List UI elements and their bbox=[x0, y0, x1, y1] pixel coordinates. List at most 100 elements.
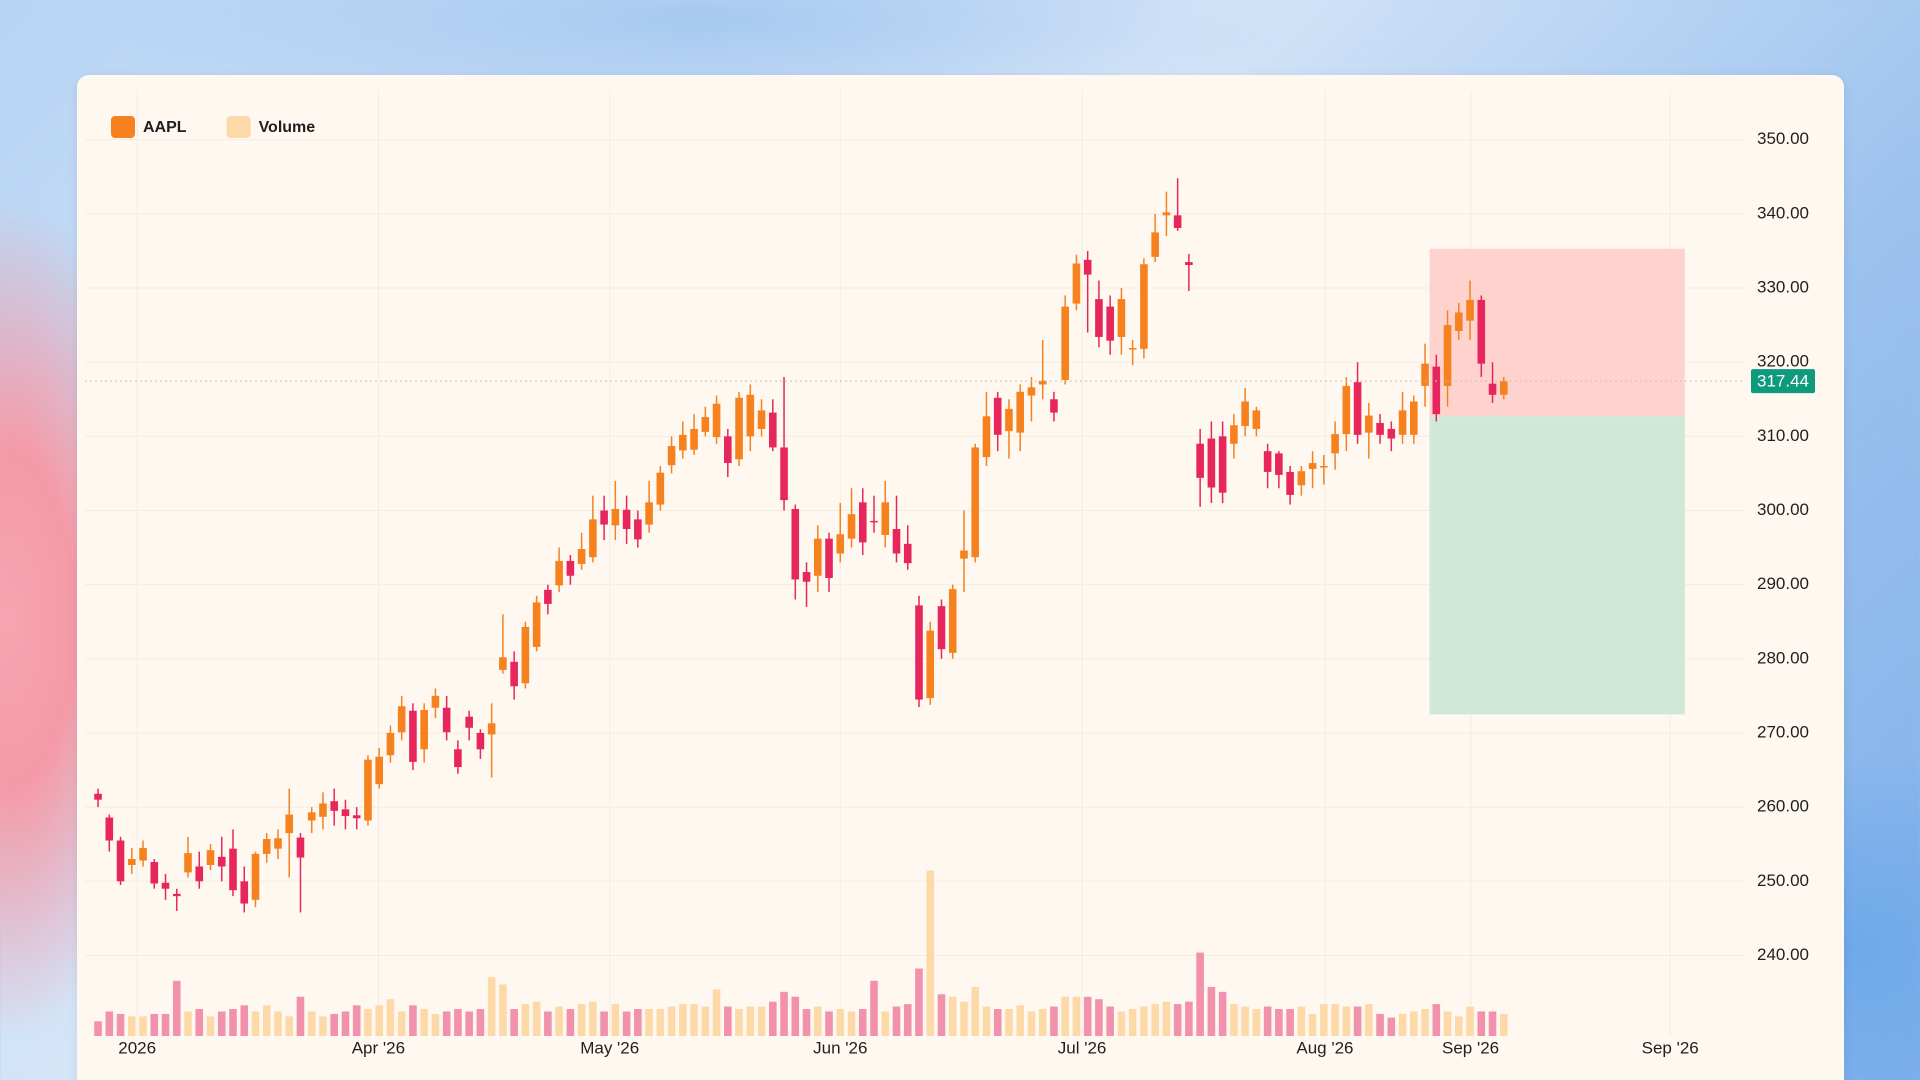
volume-bar bbox=[1083, 996, 1092, 1036]
candle-body bbox=[577, 549, 586, 564]
candle-body bbox=[1410, 401, 1418, 435]
candle-body bbox=[701, 417, 710, 432]
candle-body bbox=[825, 538, 833, 578]
y-tick-label: 350.00 bbox=[1757, 129, 1809, 148]
candle-body bbox=[1128, 348, 1137, 350]
y-tick-label: 300.00 bbox=[1757, 500, 1809, 519]
volume-bar bbox=[1308, 1013, 1317, 1036]
volume-bar bbox=[768, 1001, 777, 1036]
volume-bar bbox=[1140, 1006, 1148, 1036]
volume-bar bbox=[960, 1001, 968, 1036]
volume-bar bbox=[1353, 1006, 1362, 1036]
candle-body bbox=[1117, 299, 1126, 337]
candle-body bbox=[172, 893, 181, 897]
volume-bar bbox=[1185, 1001, 1193, 1036]
candle-body bbox=[1286, 471, 1294, 495]
volume-bar bbox=[1106, 1006, 1114, 1036]
candle-body bbox=[1252, 410, 1261, 429]
candle-body bbox=[982, 416, 991, 458]
candle-body bbox=[420, 709, 428, 750]
candle-body bbox=[116, 840, 125, 882]
candle-body bbox=[1263, 451, 1272, 472]
volume-bar bbox=[442, 1011, 451, 1036]
candle-body bbox=[285, 814, 294, 834]
candle-body bbox=[341, 809, 350, 817]
candle-body bbox=[296, 837, 305, 858]
volume-bar bbox=[217, 1011, 226, 1036]
volume-bar bbox=[656, 1009, 665, 1036]
candle-body bbox=[746, 394, 755, 437]
y-tick-label: 320.00 bbox=[1757, 352, 1809, 371]
volume-bar bbox=[1117, 1011, 1126, 1036]
target-zone bbox=[1429, 416, 1685, 715]
volume-bar bbox=[251, 1011, 260, 1036]
candle-body bbox=[431, 695, 440, 708]
volume-bar bbox=[735, 1009, 743, 1036]
candle-body bbox=[622, 509, 631, 530]
volume-bar bbox=[1421, 1009, 1429, 1036]
volume-bar bbox=[971, 986, 980, 1036]
candle-body bbox=[184, 853, 192, 873]
volume-bar bbox=[948, 996, 957, 1036]
candle-body bbox=[1140, 264, 1148, 349]
volume-bar bbox=[330, 1013, 339, 1036]
volume-bar bbox=[184, 1011, 192, 1036]
candle-body bbox=[634, 519, 642, 540]
candle-body bbox=[161, 882, 170, 889]
volume-bar bbox=[206, 1016, 215, 1036]
candle-body bbox=[1230, 425, 1238, 444]
volume-bar bbox=[847, 1011, 856, 1036]
volume-bar bbox=[1061, 996, 1069, 1036]
volume-bar bbox=[915, 968, 923, 1036]
volume-bar bbox=[274, 1011, 282, 1036]
volume-bar bbox=[926, 870, 935, 1036]
candle-body bbox=[645, 502, 653, 525]
candle-body bbox=[1241, 401, 1249, 426]
volume-bar bbox=[712, 989, 721, 1036]
candle-body bbox=[960, 550, 968, 559]
candle-body bbox=[555, 560, 563, 586]
candle-body bbox=[926, 630, 935, 699]
candle-body bbox=[1185, 262, 1193, 266]
volume-bar bbox=[1331, 1004, 1339, 1036]
volume-bar bbox=[532, 1001, 541, 1036]
legend-label: Volume bbox=[259, 119, 316, 136]
candle-body bbox=[195, 866, 204, 882]
candle-body bbox=[948, 589, 957, 653]
candle-body bbox=[690, 428, 698, 450]
candle-body bbox=[1196, 443, 1204, 478]
candle-body bbox=[1432, 366, 1441, 415]
volume-bar bbox=[1263, 1006, 1272, 1036]
volume-bar bbox=[521, 1004, 530, 1036]
candle-body bbox=[139, 847, 147, 861]
volume-bar bbox=[1005, 1009, 1013, 1036]
last-price-badge bbox=[1751, 369, 1815, 394]
x-tick-label: 2026 bbox=[118, 1038, 156, 1057]
candle-body bbox=[1027, 387, 1036, 396]
volume-bar bbox=[1252, 1009, 1261, 1036]
candle-body bbox=[319, 803, 327, 817]
volume-bar bbox=[1162, 1001, 1171, 1036]
candle-body bbox=[656, 472, 665, 505]
candle-body bbox=[476, 732, 485, 750]
candle-body bbox=[1083, 259, 1092, 275]
candle-body bbox=[510, 661, 518, 687]
candle-body bbox=[1466, 299, 1474, 321]
candle-body bbox=[1106, 306, 1114, 341]
volume-bar bbox=[634, 1009, 642, 1036]
volume-bar bbox=[341, 1011, 350, 1036]
volume-bar bbox=[892, 1006, 901, 1036]
volume-bar bbox=[1151, 1004, 1159, 1036]
volume-bar bbox=[757, 1006, 766, 1036]
volume-bar bbox=[499, 984, 507, 1036]
volume-bar bbox=[1207, 986, 1216, 1036]
y-tick-label: 280.00 bbox=[1757, 648, 1809, 667]
candle-body bbox=[1005, 408, 1013, 432]
candle-body bbox=[1275, 453, 1283, 475]
candle-body bbox=[1151, 232, 1159, 257]
candle-body bbox=[847, 514, 856, 539]
candle-body bbox=[791, 509, 800, 580]
volume-bar bbox=[510, 1009, 518, 1036]
